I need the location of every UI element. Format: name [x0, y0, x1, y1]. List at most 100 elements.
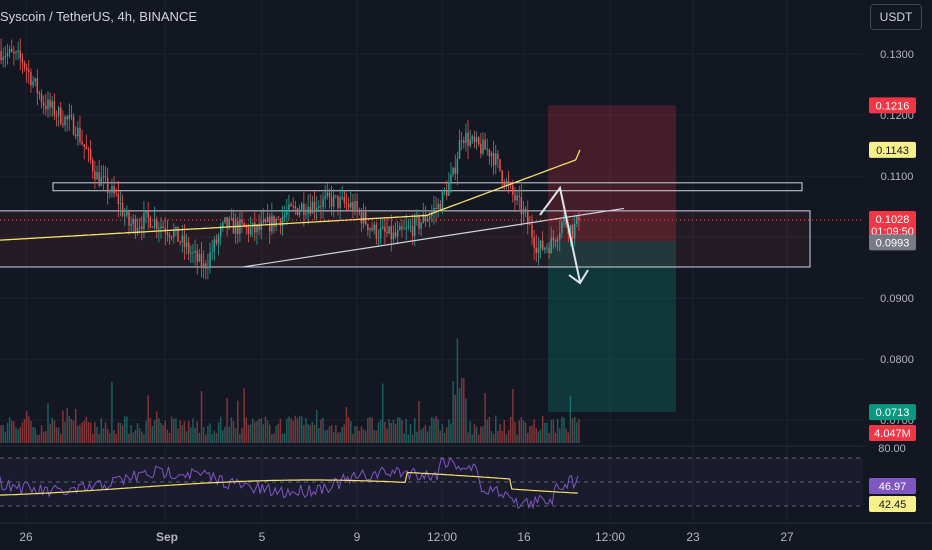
candle-body: [25, 67, 28, 71]
candle-body: [558, 232, 561, 240]
volume-bar: [467, 432, 469, 443]
candle-body: [443, 190, 446, 192]
candle-body: [68, 115, 71, 120]
volume-bar: [409, 424, 412, 443]
volume-bar: [356, 426, 358, 443]
candle-body: [475, 137, 478, 142]
candle-body: [6, 53, 9, 57]
volume-bar: [490, 430, 493, 443]
candle-body: [92, 160, 94, 172]
candle-body: [445, 190, 448, 196]
currency-button[interactable]: USDT: [870, 4, 922, 30]
candle-body: [283, 214, 286, 217]
volume-bar: [529, 425, 531, 443]
volume-bar: [119, 422, 122, 443]
volume-bar: [475, 426, 478, 443]
volume-bar: [507, 430, 510, 443]
volume-bar: [499, 423, 501, 443]
volume-bar: [358, 430, 361, 443]
rsi-value-box: [869, 478, 916, 494]
candle-body: [539, 240, 542, 249]
volume-bar: [390, 423, 393, 443]
price-label-text: 0.1143: [876, 145, 909, 157]
volume-bar: [196, 421, 198, 443]
candle-body: [469, 139, 471, 146]
volume-bar: [36, 434, 39, 443]
volume-label-box: [869, 425, 916, 441]
volume-bar: [352, 433, 354, 443]
volume-bar: [128, 433, 130, 443]
volume-bar: [309, 425, 312, 443]
candle-body: [452, 167, 454, 175]
candle-body: [418, 216, 420, 229]
volume-bar: [70, 418, 73, 443]
volume-bar: [556, 418, 559, 443]
candle-body: [17, 50, 19, 52]
volume-bars: [0, 338, 580, 443]
candle-body: [8, 48, 11, 54]
volume-bar: [492, 433, 495, 443]
volume-bar: [558, 428, 561, 443]
candle-body: [196, 250, 198, 262]
volume-bar: [296, 418, 299, 443]
take-profit-zone: [548, 241, 676, 413]
candle-body: [382, 226, 384, 229]
volume-bar: [279, 418, 282, 443]
candle-body: [21, 57, 24, 63]
volume-bar: [79, 424, 81, 443]
rsi-upper-label: 80.00: [878, 443, 906, 455]
volume-bar: [484, 393, 486, 443]
volume-bar: [416, 431, 418, 443]
candle-body: [362, 211, 365, 224]
candle-body: [563, 215, 565, 222]
volume-bar: [143, 433, 145, 443]
volume-bar: [96, 426, 98, 443]
volume-bar: [531, 425, 533, 443]
volume-bar: [38, 434, 41, 443]
volume-bar: [371, 417, 373, 443]
candle-body: [296, 208, 299, 215]
candle-body: [369, 228, 371, 230]
volume-bar: [4, 431, 7, 443]
price-label-moving-average: 0.1143: [869, 141, 916, 158]
volume-bar: [89, 422, 92, 443]
candle-body: [352, 202, 354, 212]
candle-body: [72, 116, 75, 135]
candle-body: [249, 227, 252, 234]
candle-body: [303, 203, 305, 215]
candle-body: [0, 51, 2, 61]
volume-bar: [367, 417, 369, 443]
volume-bar: [77, 425, 79, 443]
volume-bar: [322, 417, 324, 443]
candle-body: [290, 204, 292, 206]
candle-body: [40, 94, 43, 103]
volume-bar: [471, 434, 474, 443]
volume-bar: [21, 422, 24, 443]
volume-bar: [264, 416, 267, 443]
candle-body: [211, 251, 213, 253]
volume-bar: [535, 428, 538, 443]
volume-bar: [565, 428, 567, 443]
candle-body: [213, 239, 216, 252]
volume-bar: [113, 430, 115, 443]
volume-bar: [388, 419, 390, 443]
candle-body: [117, 193, 120, 204]
volume-bar: [149, 417, 152, 443]
candle-body: [330, 197, 333, 207]
candle-body: [237, 221, 239, 235]
rsi-ma-label: 42.45: [869, 496, 916, 512]
candle-body: [533, 237, 535, 248]
candle-body: [497, 153, 499, 160]
volume-bar: [576, 422, 578, 443]
candle-body: [209, 252, 211, 267]
volume-bar: [115, 434, 117, 443]
candle-body: [311, 201, 314, 214]
candle-body: [175, 226, 177, 231]
candle-body: [546, 247, 548, 249]
candle-body: [501, 170, 503, 183]
candle-body: [544, 247, 546, 250]
volume-bar: [81, 422, 83, 443]
candle-body: [228, 218, 230, 228]
